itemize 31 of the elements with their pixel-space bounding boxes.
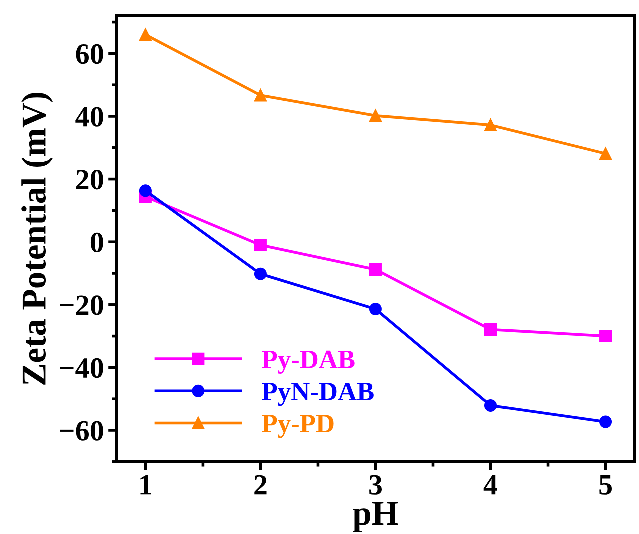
point [254,238,267,252]
y-axis-title: Zeta Potential (mV) [22,92,54,385]
y-tick-label: 40 [76,107,104,127]
point [600,416,612,428]
x-tick-label: 3 [370,475,382,495]
legend-label: Py-PD [262,415,334,438]
point [484,323,497,336]
x-tick-label: 1 [140,475,152,495]
x-tick-label: 2 [254,475,267,495]
legend-label: PyN-DAB [262,382,374,406]
y-tick-label: −40 [60,358,104,378]
y-tick-label: 0 [90,232,104,253]
point [254,89,267,102]
x-axis-title: pH [353,502,398,532]
point [139,184,152,198]
point [369,110,382,122]
point [139,28,152,42]
point [600,330,612,343]
legend-label: Py-DAB [262,350,355,374]
y-tick-label: −60 [60,421,104,441]
x-tick-label: 4 [484,475,498,495]
x-tick-label: 5 [600,476,612,495]
point [484,399,497,412]
point [369,263,382,276]
y-tick-label: 20 [76,170,104,190]
point [254,268,267,280]
point [484,119,497,132]
y-tick-label: −20 [60,296,104,316]
point [369,303,382,316]
y-tick-label: 60 [76,44,104,64]
point [600,148,612,160]
